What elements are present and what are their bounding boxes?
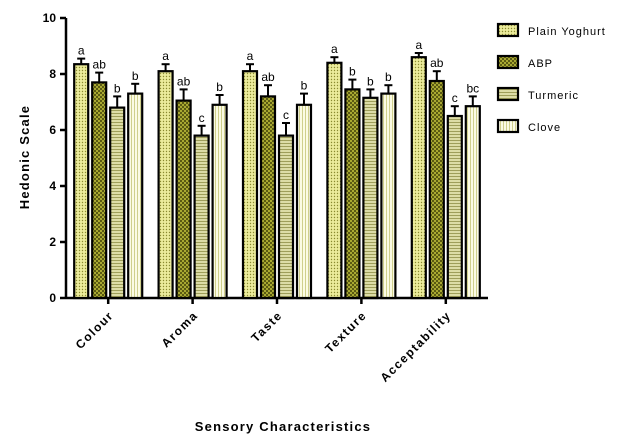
significance-label: b [301,79,308,93]
legend-swatch [496,22,520,38]
x-tick-label: Aroma [159,308,201,350]
significance-label: b [349,65,356,79]
bar [410,56,427,300]
legend-swatch [496,118,520,134]
y-axis: 0 2 4 6 8 10 [43,11,68,305]
x-axis: Colour Aroma Taste Texture Acceptability [66,296,488,385]
bar [73,63,90,300]
significance-label: c [199,111,205,125]
legend: Plain Yoghurt ABP Turmeric Clove [496,22,606,134]
x-axis-title: Sensory Characteristics [195,419,371,434]
bar [211,103,228,300]
significance-label: b [385,70,392,84]
bar [428,79,445,300]
bar [326,61,343,300]
significance-label: ab [261,70,275,84]
bar [127,92,144,300]
legend-label: Turmeric [528,90,579,102]
bar [175,99,192,300]
bar [344,88,361,300]
bar [241,70,259,300]
y-tick-label: 2 [49,235,56,249]
bar [259,95,277,300]
significance-label: b [216,80,223,94]
bar [362,96,379,300]
bar [446,114,463,300]
significance-label: c [452,91,458,105]
y-tick-label: 8 [49,67,56,81]
x-tick-label: Texture [322,308,369,355]
bar [295,103,313,300]
significance-label: c [283,108,289,122]
significance-label: ab [177,74,191,88]
bar [193,134,210,300]
legend-label: Clove [528,122,561,134]
bar [157,70,174,300]
legend-swatch [496,54,520,70]
significance-label: a [331,42,338,56]
significance-label: b [132,69,139,83]
significance-label: a [78,44,85,58]
significance-label: a [162,49,169,63]
legend-label: Plain Yoghurt [528,26,606,38]
significance-label: a [415,38,422,52]
bar [277,134,295,300]
significance-label: b [367,74,374,88]
y-axis-title: Hedonic Scale [17,105,32,209]
bar [109,106,126,300]
significance-label: ab [430,56,444,70]
y-tick-label: 0 [49,291,56,305]
y-tick-label: 4 [49,179,56,193]
significance-label: ab [93,58,107,72]
bar [91,81,108,300]
legend-label: ABP [528,58,553,70]
x-tick-label: Colour [73,308,117,352]
bar [464,105,481,300]
significance-label: a [247,49,254,63]
x-tick-label: Acceptability [377,308,454,385]
legend-swatch [496,86,520,102]
significance-label: bc [466,81,479,95]
y-tick-label: 6 [49,123,56,137]
x-tick-label: Taste [248,308,285,345]
significance-label: b [114,81,121,95]
bar [380,92,397,300]
y-tick-label: 10 [43,11,57,25]
